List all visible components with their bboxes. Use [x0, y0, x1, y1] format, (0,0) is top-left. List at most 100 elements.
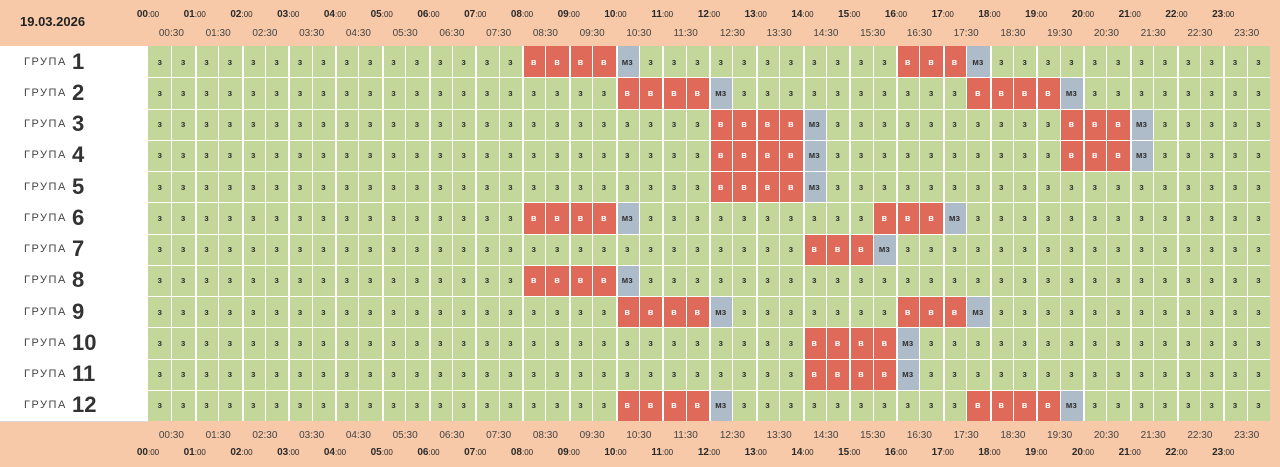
schedule-cell: з — [1083, 264, 1107, 296]
schedule-cell: з — [545, 389, 569, 421]
hour-label-16: 16:00 — [885, 9, 907, 20]
hour-minutes: :00 — [942, 448, 954, 457]
schedule-cell: з — [989, 358, 1013, 390]
half-hour-label: 12:30 — [719, 430, 745, 441]
group-label-1: ГРУПА 1 — [0, 46, 148, 79]
half-hour-label: 04:30 — [345, 28, 371, 39]
hour-label-04: 04:00 — [324, 447, 346, 458]
hour-label-00: 00:00 — [137, 447, 159, 458]
schedule-cell: з — [615, 327, 639, 359]
schedule-cell: мз — [615, 46, 639, 78]
hour-minutes: :00 — [989, 10, 1001, 19]
schedule-cell: з — [522, 108, 546, 140]
schedule-cell: з — [615, 358, 639, 390]
schedule-cell: з — [358, 389, 382, 421]
hour-minutes: :00 — [755, 448, 767, 457]
schedule-cell: з — [942, 233, 967, 265]
hour-label-14: 14:00 — [791, 447, 813, 458]
half-hour-label: 03:30 — [299, 430, 325, 441]
half-hour-label: 06:30 — [439, 430, 465, 441]
hour-minutes: :00 — [661, 448, 674, 457]
group-number: 5 — [72, 173, 85, 199]
hour-value: 00 — [136, 9, 148, 20]
schedule-cell: в — [1036, 77, 1060, 109]
hour-value: 14 — [791, 9, 803, 20]
schedule-cell: з — [1129, 296, 1154, 328]
schedule-cell: з — [1036, 171, 1060, 203]
group-word: ГРУПА — [24, 211, 67, 224]
group-word: ГРУПА — [24, 274, 67, 287]
hour-minutes: :00 — [615, 448, 627, 457]
schedule-cell: з — [592, 296, 616, 328]
schedule-cell: з — [522, 233, 546, 265]
half-hour-label: 06:30 — [439, 28, 465, 39]
schedule-cell: з — [241, 46, 265, 78]
schedule-cell: з — [1246, 202, 1270, 234]
schedule-cell: з — [662, 46, 686, 78]
schedule-cell: з — [779, 202, 803, 234]
hour-label-21: 21:00 — [1119, 9, 1141, 20]
schedule-cell: з — [872, 139, 896, 171]
schedule-cell: з — [755, 77, 780, 109]
hour-value: 17 — [931, 447, 943, 458]
schedule-cell: з — [1083, 233, 1107, 265]
schedule-cell: з — [779, 389, 803, 421]
schedule-cell: з — [194, 171, 219, 203]
schedule-cell: з — [802, 389, 826, 421]
schedule-cell: з — [709, 327, 733, 359]
schedule-cell: з — [1036, 139, 1060, 171]
schedule-cell: мз — [615, 264, 639, 296]
hour-value: 09 — [557, 9, 569, 20]
hour-minutes: :00 — [194, 10, 206, 19]
schedule-cell: з — [241, 77, 265, 109]
group-word: ГРУПА — [24, 55, 67, 68]
hour-minutes: :00 — [475, 10, 487, 19]
half-hour-label: 16:30 — [906, 28, 932, 39]
schedule-cell: з — [638, 327, 663, 359]
half-hour-label: 02:30 — [252, 430, 278, 441]
schedule-cell: з — [615, 171, 639, 203]
schedule-cell: з — [1012, 296, 1037, 328]
schedule-cell: в — [685, 296, 709, 328]
hour-minutes: :00 — [755, 10, 767, 19]
schedule-cell: з — [148, 389, 172, 421]
hour-value: 10 — [604, 9, 616, 20]
schedule-cell: з — [942, 139, 967, 171]
schedule-cell: з — [919, 171, 943, 203]
schedule-cell: з — [194, 202, 219, 234]
schedule-cell: мз — [896, 358, 920, 390]
schedule-cell: з — [522, 77, 546, 109]
half-hour-label: 02:30 — [252, 28, 278, 39]
schedule-cell: з — [1199, 296, 1224, 328]
schedule-cell: з — [405, 233, 429, 265]
schedule-cell: з — [942, 171, 967, 203]
schedule-cell: з — [241, 108, 265, 140]
schedule-cell: з — [966, 327, 990, 359]
hour-value: 16 — [884, 9, 896, 20]
schedule-cell: з — [358, 202, 382, 234]
schedule-cell: в — [755, 171, 780, 203]
hour-value: 22 — [1165, 447, 1177, 458]
schedule-cell: з — [428, 358, 452, 390]
schedule-cell: з — [358, 327, 382, 359]
schedule-cell: з — [358, 139, 382, 171]
schedule-cell: з — [1036, 202, 1060, 234]
schedule-cell: з — [1129, 171, 1154, 203]
hour-minutes: :00 — [709, 10, 721, 19]
half-hour-label: 18:30 — [1000, 28, 1026, 39]
schedule-cell: з — [311, 358, 335, 390]
schedule-cell: з — [896, 108, 920, 140]
schedule-cell: з — [1129, 327, 1154, 359]
half-hour-label: 19:30 — [1047, 430, 1073, 441]
hour-value: 18 — [978, 447, 990, 458]
schedule-cell: з — [685, 46, 709, 78]
hour-label-01: 01:00 — [184, 447, 206, 458]
schedule-cell: з — [148, 327, 172, 359]
schedule-cell: з — [381, 358, 406, 390]
group-label-12: ГРУПА 12 — [0, 389, 148, 422]
schedule-cell: з — [568, 77, 593, 109]
hour-label-22: 22:00 — [1165, 9, 1187, 20]
schedule-cell: з — [264, 264, 289, 296]
group-number: 9 — [72, 298, 85, 324]
schedule-cell: з — [218, 296, 242, 328]
